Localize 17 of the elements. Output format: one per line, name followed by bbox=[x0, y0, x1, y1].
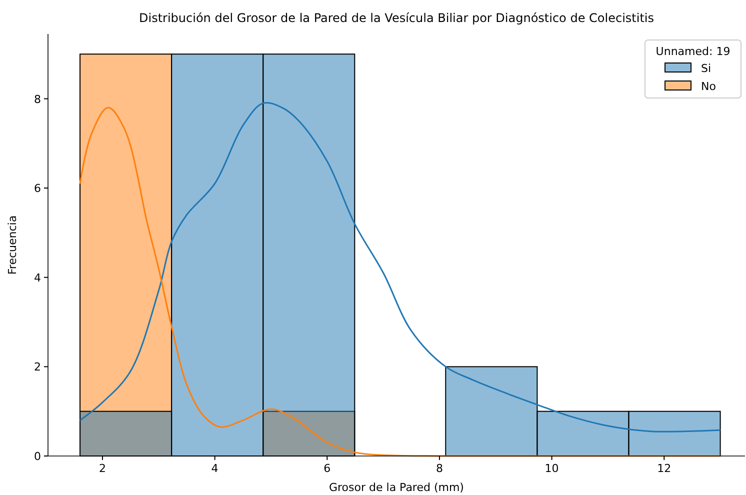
x-axis-title: Grosor de la Pared (mm) bbox=[329, 481, 464, 494]
y-tick-label: 0 bbox=[34, 450, 41, 463]
y-tick-label: 6 bbox=[34, 182, 41, 196]
legend-label: Si bbox=[701, 62, 712, 75]
x-tick-label: 2 bbox=[98, 462, 106, 475]
x-tick-label: 4 bbox=[211, 462, 218, 475]
x-tick-label: 10 bbox=[544, 462, 559, 475]
x-tick-label: 12 bbox=[657, 462, 672, 475]
y-axis-title: Frecuencia bbox=[6, 215, 19, 275]
legend-label: No bbox=[701, 80, 716, 93]
y-tick-label: 4 bbox=[34, 271, 41, 284]
x-tick-label: 6 bbox=[324, 462, 331, 475]
legend-title: Unnamed: 19 bbox=[656, 45, 730, 58]
chart-title: Distribución del Grosor de la Pared de la Vesícula Biliar por Diagnóstico de Colecistitis bbox=[139, 11, 654, 25]
y-tick-label: 2 bbox=[34, 360, 41, 374]
x-tick-label: 8 bbox=[436, 462, 443, 475]
y-tick-label: 8 bbox=[34, 92, 41, 106]
